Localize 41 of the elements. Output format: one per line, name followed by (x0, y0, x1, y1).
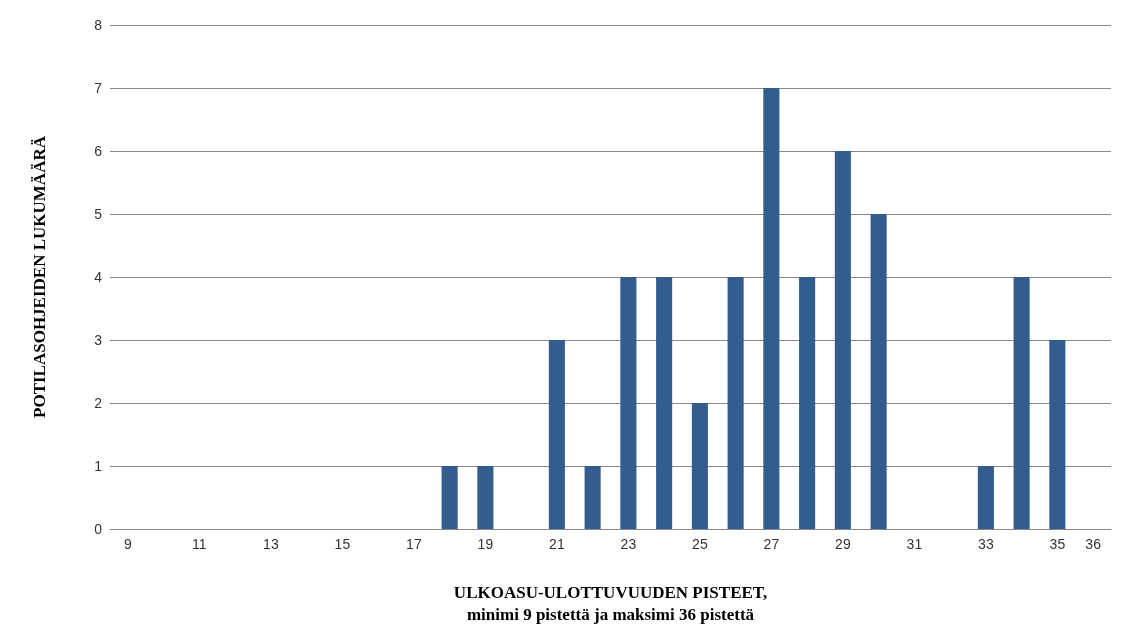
x-tick-label: 27 (763, 536, 780, 552)
bar (1013, 277, 1030, 529)
bar (763, 88, 780, 529)
bar (691, 403, 708, 529)
y-tick-label: 7 (94, 80, 103, 96)
y-tick-label: 2 (94, 395, 103, 411)
x-tick-label: 11 (192, 536, 207, 552)
bar (477, 466, 494, 529)
x-tick-label: 15 (334, 536, 351, 552)
bar (584, 466, 601, 529)
y-tick-label: 3 (94, 332, 103, 348)
y-tick-label: 8 (94, 17, 103, 33)
x-tick-label: 35 (1049, 536, 1066, 552)
x-tick-label: 21 (549, 536, 565, 552)
x-tick-label: 19 (477, 536, 494, 552)
y-tick-label: 1 (94, 458, 103, 474)
x-tick-label: 9 (123, 536, 132, 552)
x-tick-label: 31 (906, 536, 923, 552)
x-axis-title: ULKOASU-ULOTTUVUUDEN PISTEET, minimi 9 pistettä ja maksimi 36 pistettä (453, 582, 768, 624)
x-tick-label: 13 (263, 536, 279, 552)
bar (441, 466, 458, 529)
y-tick-label: 6 (94, 143, 103, 159)
x-tick-label: 33 (978, 536, 994, 552)
y-tick-label: 0 (94, 521, 103, 537)
bar (548, 340, 565, 529)
y-tick-label: 5 (94, 206, 103, 222)
bar (656, 277, 673, 529)
x-tick-label: 29 (835, 536, 851, 552)
x-tick-label: 17 (406, 536, 422, 552)
bar (870, 214, 887, 529)
x-tick-label: 36 (1085, 536, 1102, 552)
bar (799, 277, 816, 529)
bar (1049, 340, 1066, 529)
x-tick-label: 25 (692, 536, 708, 552)
bar (834, 151, 851, 529)
bar (620, 277, 637, 529)
bar (977, 466, 994, 529)
y-axis-title: POTILASOHJEIDEN LUKUMÄÄRÄ (30, 135, 49, 418)
x-tick-label: 23 (620, 536, 637, 552)
y-tick-label: 4 (94, 269, 103, 285)
bar (727, 277, 744, 529)
